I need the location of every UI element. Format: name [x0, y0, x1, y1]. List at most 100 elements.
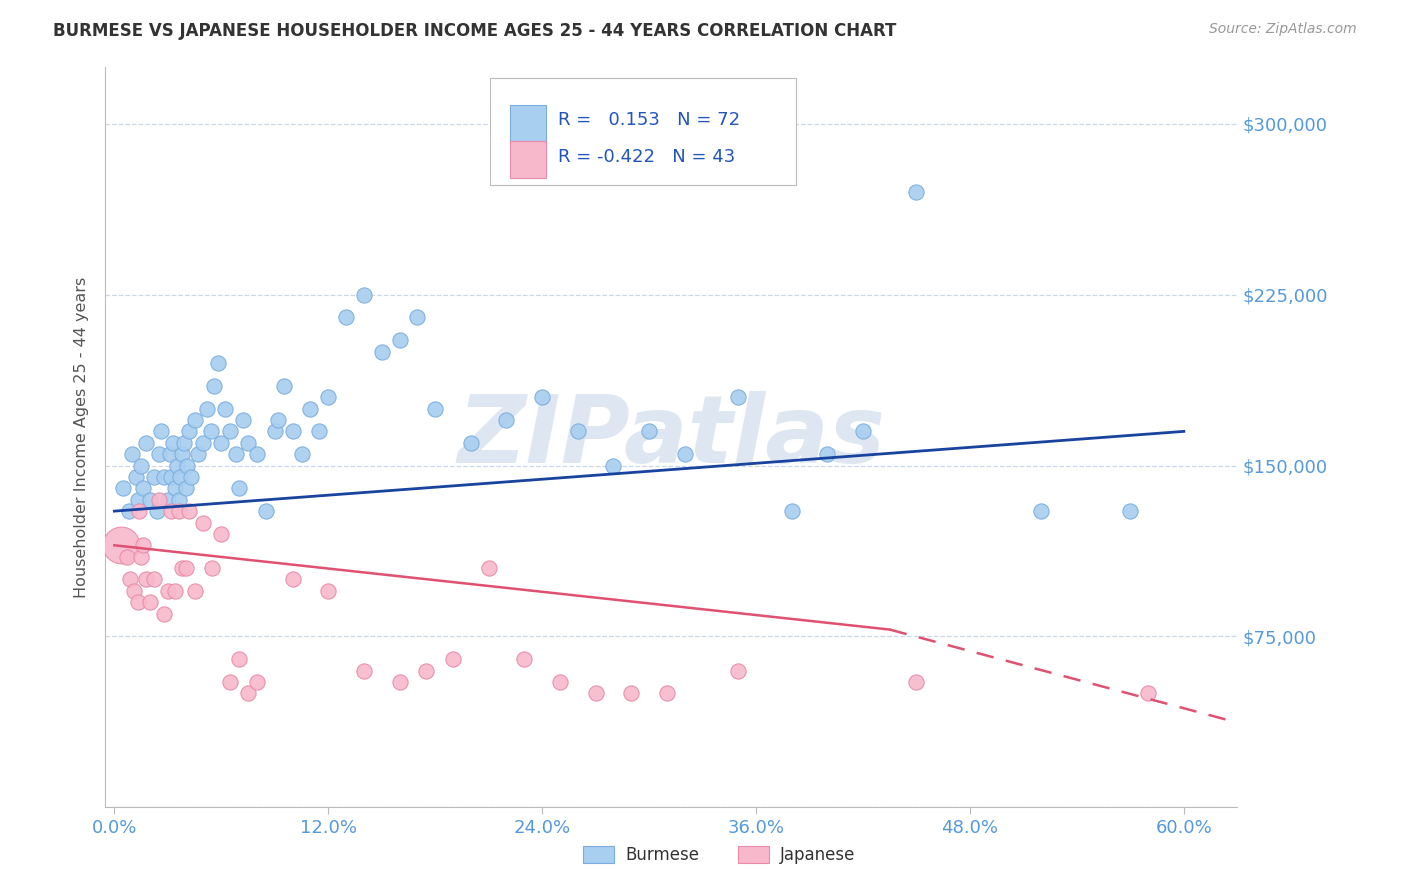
Point [460, 435, 482, 450]
Bar [509, 105, 546, 142]
Point [125, 470, 148, 484]
Point [281, 425, 304, 439]
Point [167, 492, 190, 507]
Text: BURMESE VS JAPANESE HOUSEHOLDER INCOME AGES 25 - 44 YEARS CORRELATION CHART: BURMESE VS JAPANESE HOUSEHOLDER INCOME A… [53, 22, 897, 40]
Point [425, 401, 447, 416]
Point [214, 401, 236, 416]
Point [160, 504, 183, 518]
Point [620, 686, 643, 700]
Text: Burmese: Burmese [626, 846, 700, 863]
Point [129, 458, 152, 473]
Point [495, 413, 517, 427]
Point [232, 413, 254, 427]
Point [169, 470, 191, 484]
Point [567, 425, 589, 439]
Text: R =   0.153   N = 72: R = 0.153 N = 72 [558, 111, 741, 128]
Point [179, 425, 201, 439]
Point [655, 686, 678, 700]
Point [183, 413, 205, 427]
Point [193, 516, 215, 530]
Point [815, 447, 838, 461]
Bar [509, 141, 546, 178]
Point [180, 470, 202, 484]
Point [780, 504, 803, 518]
Point [135, 573, 157, 587]
Point [117, 504, 139, 518]
Point [531, 390, 554, 404]
Point [132, 481, 155, 495]
Point [128, 504, 150, 518]
Point [149, 425, 172, 439]
Point [316, 390, 339, 404]
Point [174, 561, 197, 575]
Point [174, 481, 197, 495]
Point [202, 379, 225, 393]
Point [254, 504, 277, 518]
Point [273, 379, 295, 393]
Text: Japanese: Japanese [780, 846, 856, 863]
Point [110, 538, 132, 552]
Point [173, 435, 195, 450]
Point [406, 310, 429, 325]
Text: R = -0.422   N = 43: R = -0.422 N = 43 [558, 148, 735, 166]
Point [146, 504, 169, 518]
Point [388, 675, 411, 690]
Point [727, 664, 749, 678]
Point [120, 573, 142, 587]
Point [163, 583, 186, 598]
Point [370, 344, 392, 359]
Point [1119, 504, 1142, 518]
Point [166, 458, 188, 473]
Text: ZIPatlas: ZIPatlas [457, 391, 886, 483]
Point [267, 413, 290, 427]
Point [308, 425, 330, 439]
Point [167, 504, 190, 518]
Point [121, 447, 143, 461]
Point [335, 310, 357, 325]
Point [183, 583, 205, 598]
Point [388, 333, 411, 347]
Point [115, 549, 138, 564]
Point [156, 583, 179, 598]
Point [638, 425, 661, 439]
Point [156, 492, 179, 507]
Point [290, 447, 312, 461]
Point [172, 447, 194, 461]
Point [195, 401, 218, 416]
Point [135, 435, 157, 450]
Point [142, 470, 165, 484]
Point [281, 573, 304, 587]
Point [263, 425, 285, 439]
Point [187, 447, 209, 461]
Point [353, 287, 375, 301]
Point [219, 675, 242, 690]
Point [127, 595, 149, 609]
Point [209, 435, 232, 450]
Point [228, 481, 250, 495]
Text: Source: ZipAtlas.com: Source: ZipAtlas.com [1209, 22, 1357, 37]
Point [299, 401, 322, 416]
Point [127, 492, 149, 507]
Point [207, 356, 229, 370]
Point [1031, 504, 1053, 518]
Point [316, 583, 339, 598]
Point [513, 652, 536, 666]
Point [129, 549, 152, 564]
Point [162, 435, 184, 450]
Point [228, 652, 250, 666]
Y-axis label: Householder Income Ages 25 - 44 years: Householder Income Ages 25 - 44 years [75, 277, 90, 598]
Point [415, 664, 437, 678]
Point [148, 447, 170, 461]
Point [585, 686, 607, 700]
Point [441, 652, 464, 666]
Point [179, 504, 201, 518]
Point [148, 492, 170, 507]
FancyBboxPatch shape [491, 78, 796, 186]
Point [112, 481, 135, 495]
Point [209, 527, 232, 541]
Point [225, 447, 247, 461]
Point [122, 583, 145, 598]
Point [246, 675, 269, 690]
Point [201, 561, 224, 575]
Point [905, 675, 928, 690]
